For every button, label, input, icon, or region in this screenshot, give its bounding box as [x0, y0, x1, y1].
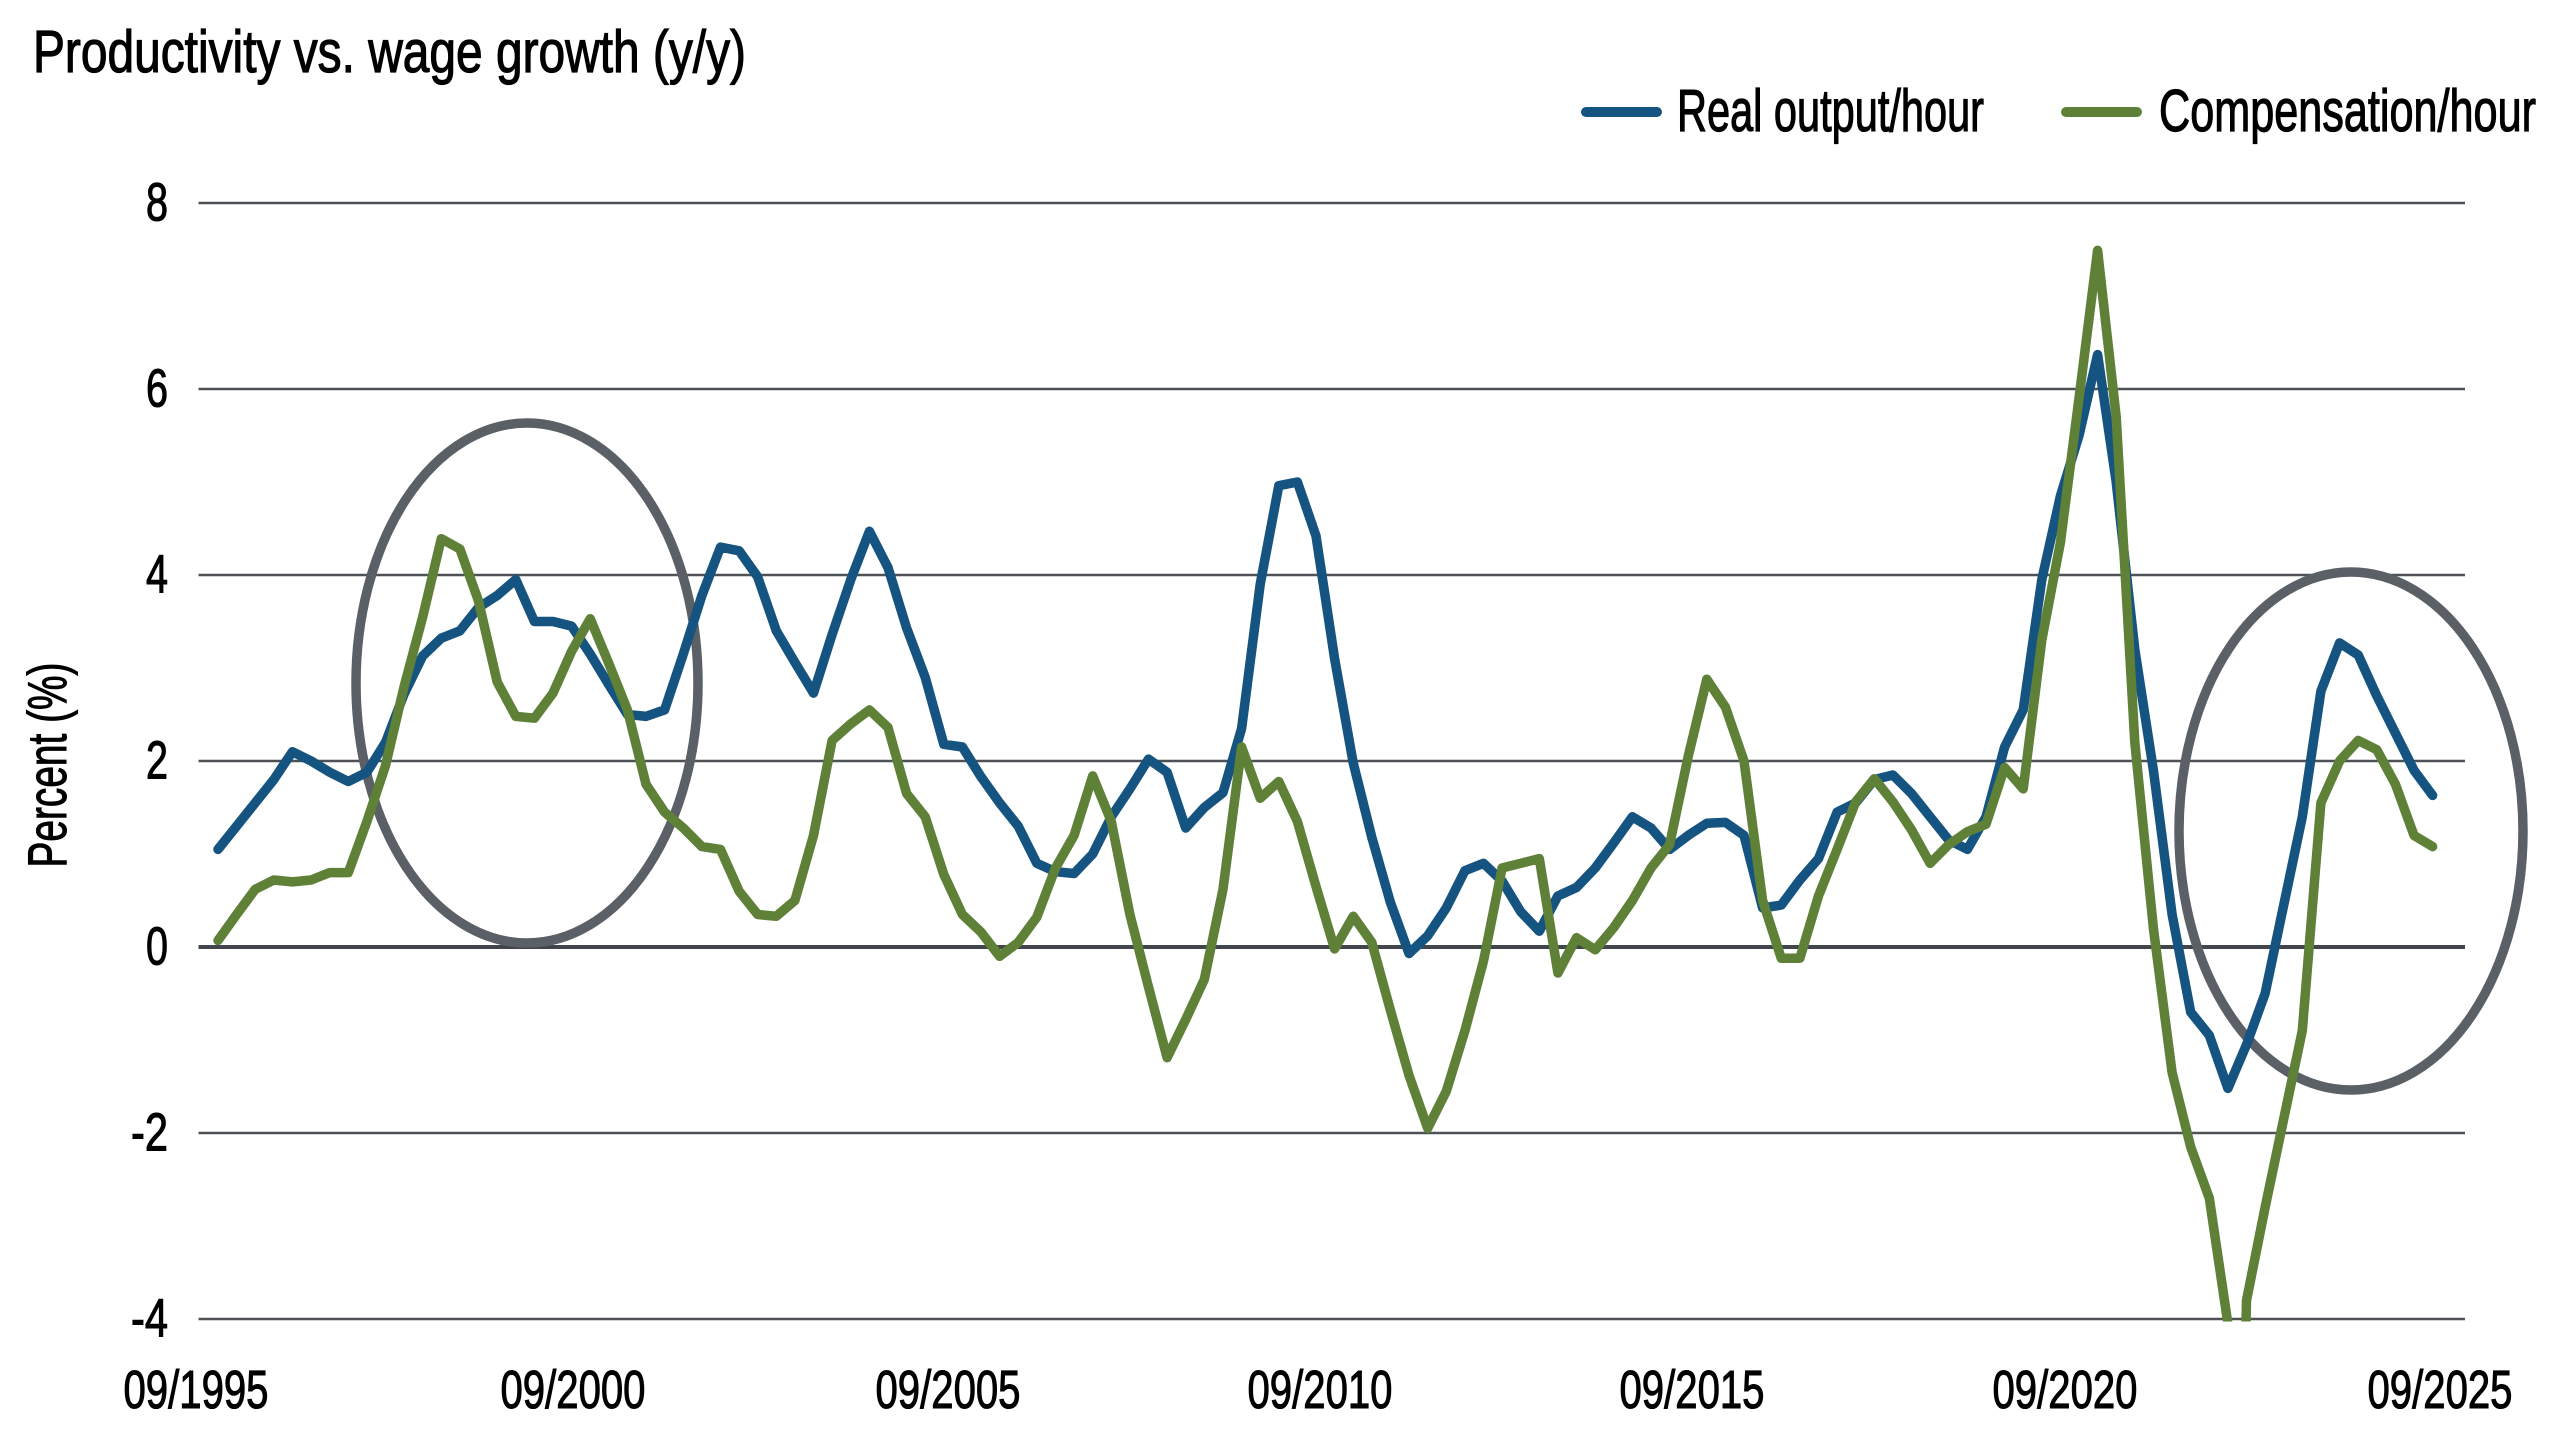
svg-text:6: 6	[146, 359, 168, 419]
svg-text:-2: -2	[131, 1103, 168, 1163]
svg-text:09/2010: 09/2010	[1248, 1360, 1393, 1420]
svg-text:8: 8	[146, 173, 168, 233]
svg-text:Real output/hour: Real output/hour	[1677, 78, 1984, 144]
svg-text:09/1995: 09/1995	[124, 1360, 269, 1420]
svg-text:09/2025: 09/2025	[2368, 1360, 2513, 1420]
svg-text:2: 2	[146, 731, 168, 791]
svg-text:Compensation/hour: Compensation/hour	[2159, 78, 2536, 144]
svg-text:4: 4	[146, 545, 168, 605]
svg-text:-4: -4	[131, 1289, 168, 1349]
svg-text:Percent (%): Percent (%)	[16, 663, 78, 868]
svg-text:09/2020: 09/2020	[1993, 1360, 2138, 1420]
svg-text:09/2015: 09/2015	[1620, 1360, 1765, 1420]
svg-text:Productivity vs. wage growth (: Productivity vs. wage growth (y/y)	[33, 19, 746, 85]
svg-text:09/2000: 09/2000	[501, 1360, 646, 1420]
svg-text:0: 0	[146, 917, 168, 977]
svg-text:09/2005: 09/2005	[876, 1360, 1021, 1420]
